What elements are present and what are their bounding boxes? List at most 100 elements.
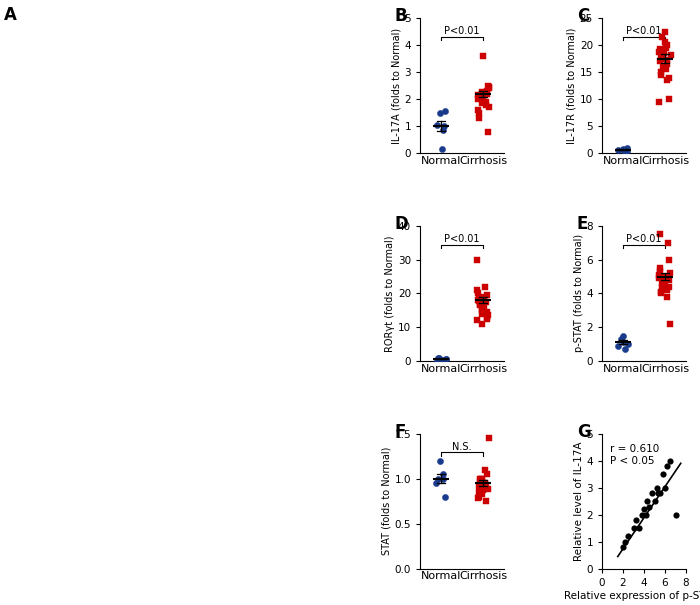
- Point: [438, 355, 449, 365]
- Point: [482, 310, 493, 320]
- Point: [440, 492, 451, 502]
- Point: [476, 306, 487, 315]
- Point: [480, 97, 491, 106]
- Point: [655, 51, 666, 61]
- Point: [661, 43, 672, 53]
- Point: [482, 127, 493, 137]
- Point: [628, 523, 639, 533]
- Text: P<0.01: P<0.01: [626, 27, 662, 36]
- Text: B: B: [395, 7, 407, 25]
- Point: [612, 145, 624, 155]
- Text: G: G: [577, 423, 591, 441]
- Point: [474, 108, 485, 117]
- Point: [471, 255, 482, 264]
- Point: [482, 81, 493, 91]
- Point: [622, 143, 633, 152]
- Point: [478, 479, 489, 488]
- Point: [483, 83, 494, 93]
- Point: [482, 89, 493, 99]
- Point: [473, 289, 484, 298]
- Y-axis label: IL-17A (folds to Normal): IL-17A (folds to Normal): [391, 28, 402, 144]
- Point: [630, 515, 641, 525]
- Point: [661, 65, 672, 74]
- Point: [477, 485, 488, 495]
- Point: [481, 87, 492, 96]
- Point: [654, 45, 666, 54]
- Point: [641, 496, 652, 506]
- Point: [440, 106, 451, 116]
- Point: [640, 510, 652, 520]
- Point: [477, 88, 488, 97]
- Point: [654, 97, 665, 106]
- Point: [662, 461, 673, 471]
- Point: [617, 144, 629, 154]
- Point: [654, 229, 665, 239]
- Point: [482, 312, 493, 322]
- Point: [477, 489, 488, 499]
- Point: [658, 48, 669, 58]
- Point: [658, 272, 669, 281]
- Point: [657, 469, 668, 479]
- Point: [649, 496, 660, 506]
- Point: [432, 356, 443, 365]
- Point: [657, 32, 668, 42]
- Point: [617, 331, 629, 341]
- Point: [654, 267, 665, 276]
- Point: [473, 94, 484, 104]
- Point: [476, 474, 487, 483]
- Point: [621, 146, 632, 155]
- Point: [638, 505, 650, 514]
- Y-axis label: RORγt (folds to Normal): RORγt (folds to Normal): [385, 235, 395, 352]
- Text: A: A: [4, 6, 16, 24]
- Point: [433, 474, 444, 483]
- Point: [666, 50, 677, 60]
- Point: [432, 120, 443, 129]
- Point: [654, 488, 665, 498]
- Point: [473, 293, 484, 303]
- Text: P<0.01: P<0.01: [444, 234, 480, 244]
- Text: E: E: [577, 215, 588, 233]
- Y-axis label: IL-17R (folds to Normal): IL-17R (folds to Normal): [567, 27, 577, 144]
- Point: [484, 102, 495, 112]
- Y-axis label: Relative level of IL-17A: Relative level of IL-17A: [573, 442, 584, 561]
- Point: [659, 280, 671, 290]
- Point: [658, 276, 669, 286]
- Text: F: F: [395, 423, 406, 441]
- Point: [644, 502, 655, 511]
- Text: C: C: [577, 7, 589, 25]
- Point: [478, 292, 489, 302]
- Point: [476, 94, 487, 104]
- Point: [662, 56, 673, 65]
- Point: [484, 433, 495, 443]
- Text: P<0.01: P<0.01: [444, 27, 480, 36]
- Point: [665, 269, 676, 278]
- Point: [439, 122, 450, 131]
- Point: [477, 89, 488, 99]
- Point: [657, 54, 668, 64]
- Point: [623, 531, 634, 541]
- Point: [653, 270, 664, 280]
- Point: [654, 273, 665, 283]
- Point: [656, 70, 667, 80]
- Point: [480, 100, 491, 110]
- Point: [433, 353, 444, 363]
- Point: [477, 96, 489, 105]
- Point: [473, 487, 484, 497]
- Point: [440, 354, 452, 364]
- Point: [661, 76, 672, 85]
- Point: [474, 477, 485, 486]
- Point: [475, 474, 486, 483]
- Point: [474, 296, 485, 306]
- Point: [657, 272, 668, 281]
- Point: [633, 523, 644, 533]
- Point: [476, 319, 487, 329]
- Point: [664, 255, 675, 264]
- Text: D: D: [395, 215, 409, 233]
- Point: [620, 537, 631, 546]
- Y-axis label: p-STAT (folds to Normal): p-STAT (folds to Normal): [573, 234, 584, 353]
- Point: [655, 289, 666, 298]
- Point: [484, 82, 495, 92]
- Point: [670, 510, 681, 520]
- X-axis label: Relative expression of p-STAT3: Relative expression of p-STAT3: [564, 590, 700, 601]
- Point: [483, 485, 494, 494]
